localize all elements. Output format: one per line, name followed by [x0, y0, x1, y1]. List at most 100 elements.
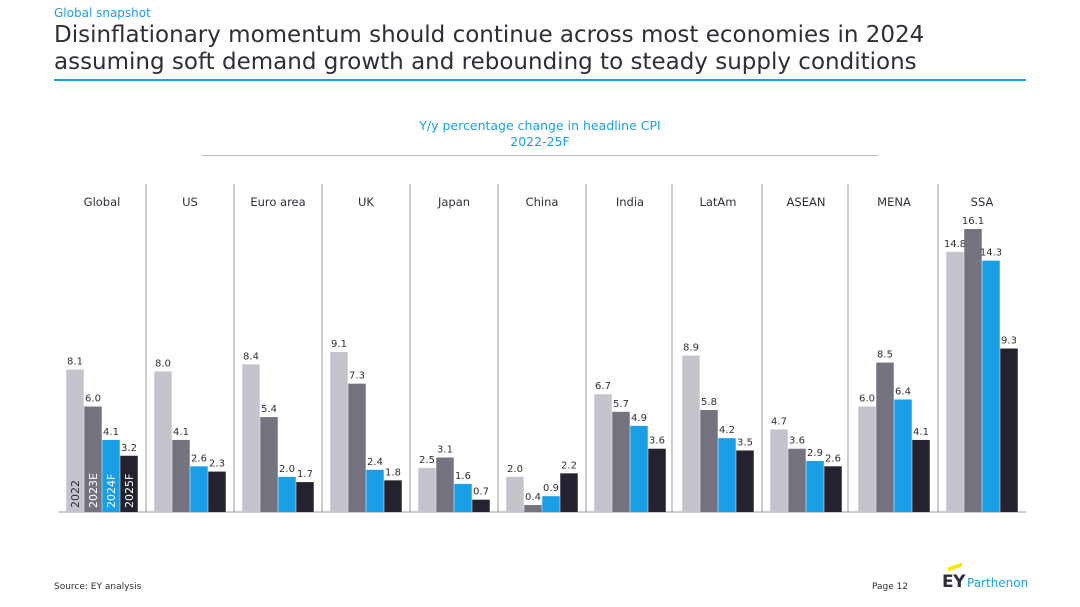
bar-mena-2025f: [912, 439, 930, 512]
bar-euro-area-2023e: [260, 417, 278, 512]
value-label-india-2023e: 5.7: [613, 399, 629, 410]
category-label-ssa: SSA: [971, 195, 994, 209]
value-label-uk-2025f: 1.8: [385, 467, 401, 478]
page-number: Page 12: [872, 582, 909, 592]
value-label-ssa-2022: 14.8: [944, 239, 966, 250]
bar-us-2023e: [172, 439, 190, 512]
value-label-japan-2023e: 3.1: [437, 445, 453, 456]
value-label-china-2022: 2.0: [507, 464, 523, 475]
value-label-mena-2024f: 6.4: [895, 387, 911, 398]
value-label-latam-2025f: 3.5: [737, 437, 753, 448]
value-label-euro-area-2022: 8.4: [243, 351, 259, 362]
value-label-china-2024f: 0.9: [543, 483, 559, 494]
bar-china-2022: [506, 476, 524, 512]
value-label-euro-area-2023e: 5.4: [261, 404, 277, 415]
category-label-india: India: [616, 195, 644, 209]
logo-name: Parthenon: [967, 576, 1029, 590]
bar-india-2023e: [612, 411, 630, 512]
bar-india-2025f: [648, 448, 666, 512]
source-note: Source: EY analysis: [54, 582, 142, 592]
bar-uk-2025f: [384, 480, 402, 512]
bar-global-2024f: [102, 439, 120, 512]
value-label-china-2023e: 0.4: [525, 492, 541, 503]
value-label-ssa-2024f: 14.3: [980, 248, 1002, 259]
bar-india-2024f: [630, 425, 648, 512]
bar-china-2024f: [542, 496, 560, 512]
bar-ssa-2022: [946, 251, 964, 512]
value-label-india-2022: 6.7: [595, 381, 611, 392]
chart-title-divider: [202, 155, 878, 156]
bar-uk-2022: [330, 352, 348, 512]
chart-title: Y/y percentage change in headline CPI: [419, 118, 661, 133]
value-label-china-2025f: 2.2: [561, 460, 577, 471]
value-label-latam-2023e: 5.8: [701, 397, 717, 408]
bar-latam-2025f: [736, 450, 754, 512]
value-label-uk-2024f: 2.4: [367, 457, 383, 468]
series-label-2023e: 2023E: [87, 473, 100, 508]
value-label-asean-2025f: 2.6: [825, 453, 841, 464]
value-label-euro-area-2025f: 1.7: [297, 469, 313, 480]
value-label-asean-2022: 4.7: [771, 416, 787, 427]
bar-asean-2023e: [788, 448, 806, 512]
value-label-india-2024f: 4.9: [631, 413, 647, 424]
value-label-latam-2022: 8.9: [683, 343, 699, 354]
bar-latam-2022: [682, 355, 700, 512]
value-label-mena-2025f: 4.1: [913, 427, 929, 438]
value-label-uk-2022: 9.1: [331, 339, 347, 350]
bar-uk-2023e: [348, 383, 366, 512]
value-label-india-2025f: 3.6: [649, 436, 665, 447]
bar-china-2023e: [524, 504, 542, 512]
bar-ssa-2024f: [982, 260, 1000, 512]
category-label-mena: MENA: [877, 195, 911, 209]
value-label-us-2024f: 2.6: [191, 453, 207, 464]
value-label-us-2025f: 2.3: [209, 459, 225, 470]
kicker: Global snapshot: [54, 6, 151, 20]
value-label-japan-2024f: 1.6: [455, 471, 471, 482]
page-title: Disinflationary momentum should continue…: [54, 22, 925, 75]
value-label-japan-2025f: 0.7: [473, 487, 489, 498]
value-label-global-2025f: 3.2: [121, 443, 137, 454]
value-label-global-2022: 8.1: [67, 357, 83, 368]
bar-india-2022: [594, 394, 612, 512]
bar-mena-2022: [858, 406, 876, 512]
bar-euro-area-2022: [242, 364, 260, 512]
bar-china-2025f: [560, 473, 578, 512]
category-label-latam: LatAm: [699, 195, 736, 209]
bar-ssa-2023e: [964, 229, 982, 512]
value-label-ssa-2025f: 9.3: [1001, 336, 1017, 347]
category-label-global: Global: [84, 195, 121, 209]
value-label-mena-2023e: 8.5: [877, 350, 893, 361]
category-label-asean: ASEAN: [787, 195, 826, 209]
value-label-asean-2024f: 2.9: [807, 448, 823, 459]
value-label-japan-2022: 2.5: [419, 455, 435, 466]
bar-asean-2024f: [806, 461, 824, 512]
bar-japan-2025f: [472, 499, 490, 512]
bar-japan-2022: [418, 468, 436, 512]
bar-global-2025f: [120, 455, 138, 512]
bar-latam-2023e: [700, 410, 718, 512]
bar-asean-2025f: [824, 466, 842, 512]
bar-ssa-2025f: [1000, 348, 1018, 512]
category-label-euro-area: Euro area: [250, 195, 305, 209]
bar-us-2022: [154, 371, 172, 512]
title-divider: [54, 79, 1026, 81]
bar-asean-2022: [770, 429, 788, 512]
logo-yellow-bar: [948, 562, 962, 572]
bar-japan-2024f: [454, 483, 472, 512]
value-label-global-2023e: 6.0: [85, 394, 101, 405]
value-label-latam-2024f: 4.2: [719, 425, 735, 436]
value-label-us-2023e: 4.1: [173, 427, 189, 438]
value-label-global-2024f: 4.1: [103, 427, 119, 438]
category-label-uk: UK: [358, 195, 374, 209]
category-label-us: US: [182, 195, 198, 209]
bar-global-2023e: [84, 406, 102, 512]
bar-latam-2024f: [718, 438, 736, 512]
series-label-2022: 2022: [69, 480, 82, 508]
bar-euro-area-2024f: [278, 476, 296, 512]
bar-japan-2023e: [436, 457, 454, 512]
value-label-mena-2022: 6.0: [859, 394, 875, 405]
logo-ey-mark: EY: [942, 572, 965, 592]
value-label-ssa-2023e: 16.1: [962, 216, 984, 227]
ey-parthenon-logo: EY Parthenon: [940, 562, 1030, 596]
